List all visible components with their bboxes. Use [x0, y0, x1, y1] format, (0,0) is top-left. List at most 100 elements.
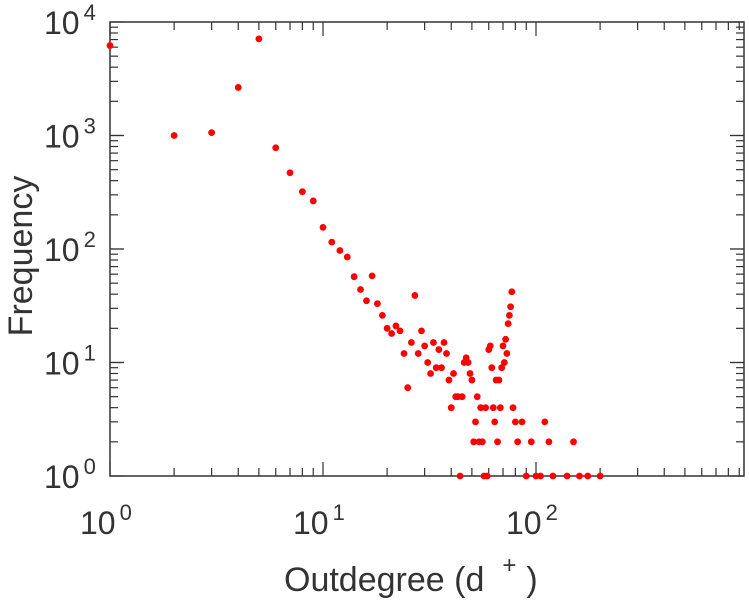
y-axis-title: Frequency	[2, 176, 40, 337]
data-point	[563, 472, 571, 480]
data-point	[549, 472, 557, 480]
data-point	[208, 129, 216, 137]
data-point	[494, 438, 501, 446]
data-point	[518, 418, 526, 426]
data-point	[514, 438, 522, 446]
data-point	[440, 339, 448, 346]
y-tick-exponent: 2	[84, 227, 96, 252]
data-point	[468, 376, 476, 384]
data-point	[508, 288, 516, 296]
data-point	[488, 364, 496, 372]
data-point	[407, 339, 415, 346]
data-point	[504, 320, 512, 328]
data-point	[522, 472, 530, 480]
y-tick-base: 10	[44, 5, 80, 41]
data-point	[445, 376, 453, 384]
y-tick-exponent: 3	[84, 114, 96, 139]
data-point	[491, 418, 499, 426]
x-tick-base: 10	[80, 505, 116, 541]
y-tick-base: 10	[44, 232, 80, 268]
data-point	[478, 438, 486, 446]
data-point	[527, 438, 535, 446]
data-point	[378, 312, 386, 319]
y-tick-label: 10 4	[44, 0, 96, 41]
data-point	[421, 342, 429, 350]
data-point	[541, 418, 549, 426]
data-point	[363, 297, 370, 305]
data-point	[499, 342, 507, 350]
data-point	[464, 359, 472, 366]
data-point	[489, 404, 497, 412]
data-point	[255, 35, 263, 43]
data-point	[411, 292, 419, 299]
x-tick-label: 10 1	[293, 500, 345, 541]
data-point	[466, 370, 474, 377]
data-point	[472, 418, 479, 426]
data-point	[350, 273, 358, 281]
x-tick-exponent: 1	[333, 500, 345, 525]
data-point	[388, 330, 396, 337]
data-point	[505, 312, 513, 319]
x-tick-label: 10 2	[506, 500, 558, 541]
data-point	[496, 404, 504, 412]
data-point	[503, 350, 511, 357]
x-tick-base: 10	[506, 505, 542, 541]
data-point	[509, 404, 517, 412]
x-tick-exponent: 0	[120, 500, 132, 525]
data-point	[427, 370, 434, 377]
data-point	[473, 393, 481, 401]
data-point	[328, 238, 336, 246]
data-point	[404, 384, 412, 392]
y-tick-exponent: 0	[84, 454, 96, 479]
data-point	[511, 418, 519, 426]
data-point	[500, 359, 508, 366]
data-point	[170, 132, 178, 139]
x-tick-exponent: 2	[546, 500, 558, 525]
data-point	[456, 472, 464, 480]
data-point	[450, 370, 457, 377]
data-point	[432, 364, 440, 372]
data-point	[298, 188, 306, 196]
data-point	[502, 335, 510, 343]
x-tick-labels: 10 0 10 1 10 2	[80, 500, 558, 541]
data-point	[545, 438, 553, 446]
y-tick-label: 10 0	[44, 454, 96, 495]
major-ticks	[109, 21, 744, 477]
data-point	[343, 253, 351, 261]
data-point	[596, 472, 604, 480]
data-point	[286, 169, 294, 177]
data-point	[319, 223, 327, 231]
y-tick-exponent: 1	[84, 341, 96, 366]
data-point	[430, 339, 437, 346]
data-point	[309, 197, 317, 205]
minor-ticks	[110, 22, 744, 476]
data-point	[357, 286, 364, 293]
data-point	[495, 376, 503, 384]
data-point	[570, 438, 577, 446]
x-tick-base: 10	[293, 505, 329, 541]
y-tick-label: 10 2	[44, 227, 96, 268]
y-tick-base: 10	[44, 346, 80, 382]
data-point	[458, 393, 466, 401]
data-point	[400, 350, 408, 357]
data-point	[576, 472, 583, 480]
data-point	[537, 472, 544, 480]
data-point	[418, 327, 425, 335]
y-tick-base: 10	[44, 459, 80, 495]
x-axis-title-superscript: +	[502, 552, 516, 579]
data-point	[424, 359, 432, 366]
x-axis-title-close: )	[526, 561, 537, 599]
data-point	[272, 144, 280, 152]
data-point	[470, 438, 478, 446]
data-point	[482, 404, 490, 412]
y-tick-label: 10 3	[44, 114, 96, 155]
data-point	[443, 350, 450, 357]
data-points	[106, 35, 604, 480]
y-tick-exponent: 4	[84, 0, 96, 25]
x-axis-title: Outdegree (d +)	[284, 552, 538, 599]
data-point	[435, 346, 443, 353]
data-point	[477, 404, 485, 412]
data-point	[392, 322, 400, 330]
